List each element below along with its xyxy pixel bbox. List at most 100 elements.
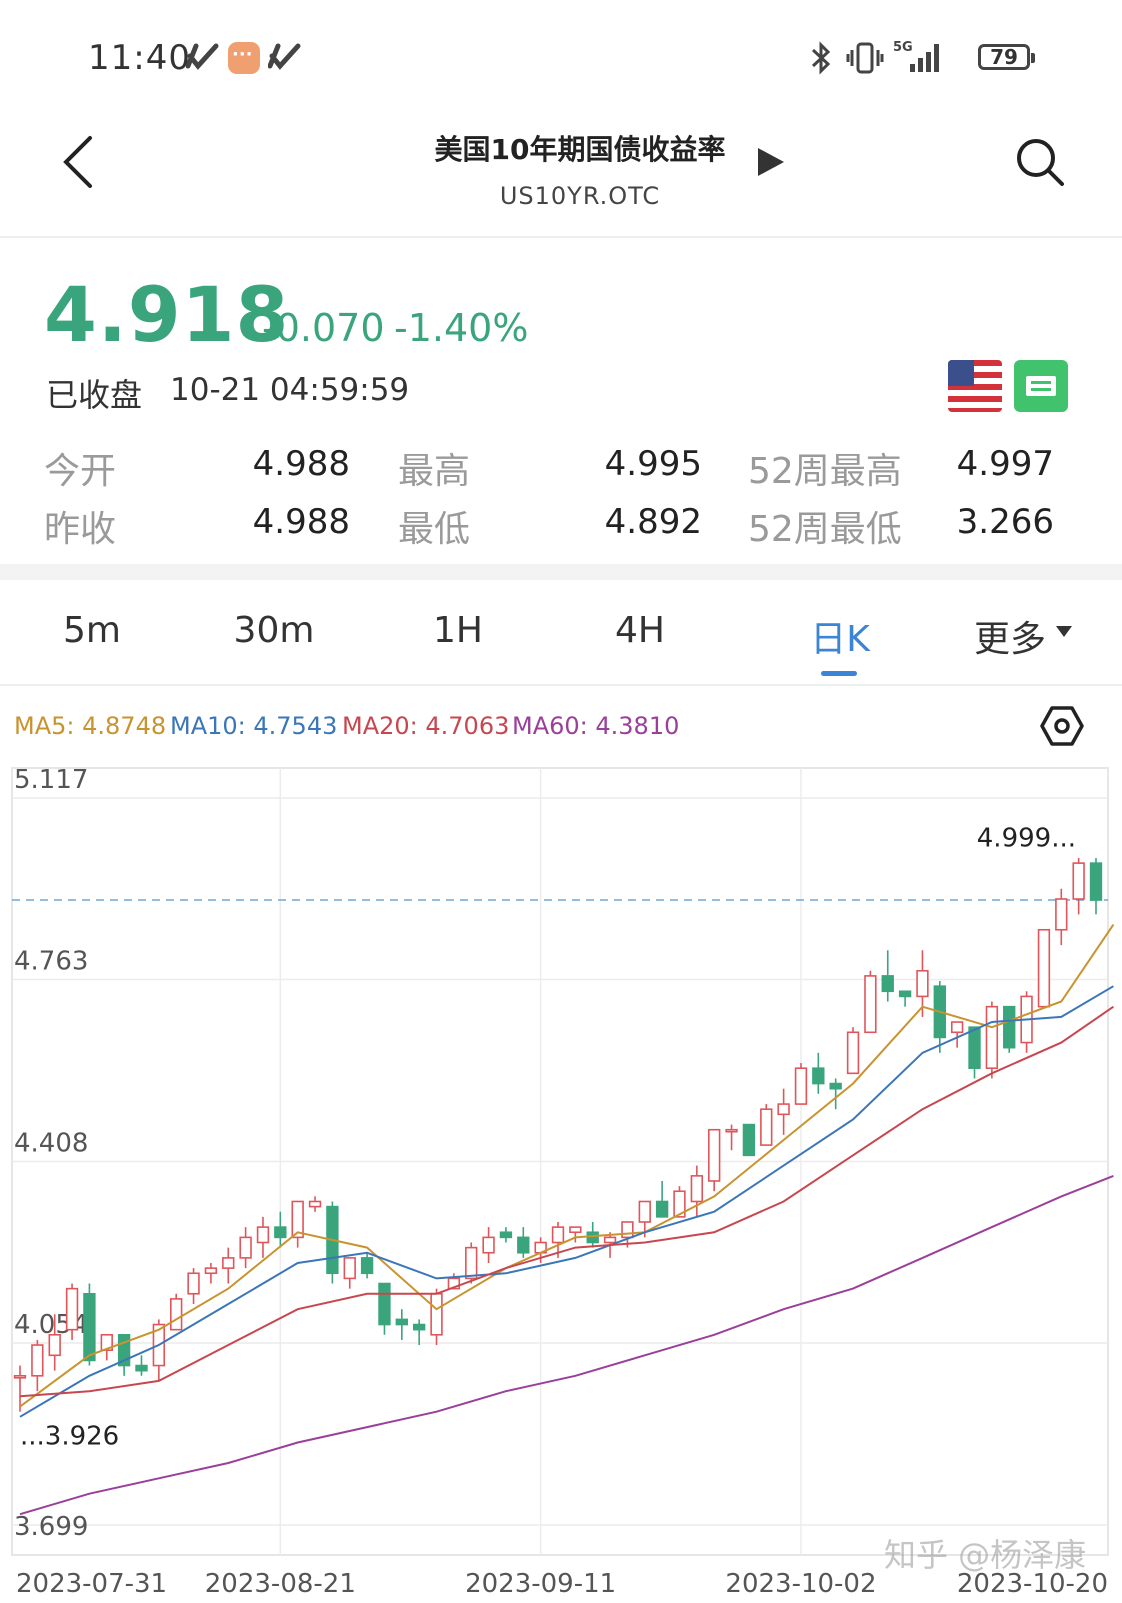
x-tick-label: 2023-10-02	[725, 1569, 876, 1599]
x-tick-label: 2023-10-20	[957, 1569, 1108, 1599]
stat-label-prev-close: 昨收	[44, 509, 117, 550]
hexagon-settings-icon[interactable]	[1040, 704, 1084, 748]
candle-body	[204, 1267, 218, 1275]
candle-body	[846, 1031, 860, 1075]
ma-line-ma5	[19, 924, 1115, 1408]
signal-icon	[910, 44, 939, 72]
candle-body	[447, 1277, 461, 1290]
tab-daily-k[interactable]: 日K	[810, 619, 870, 660]
candle-body	[881, 975, 894, 993]
candle-body	[343, 1257, 356, 1280]
candle-body	[48, 1333, 61, 1357]
y-tick-label: 4.408	[14, 1129, 88, 1159]
x-tick-label: 2023-08-21	[205, 1569, 356, 1599]
candle-body	[83, 1292, 96, 1362]
quote-timestamp: 10-21 04:59:59	[170, 372, 410, 408]
candle-body	[1003, 1005, 1016, 1049]
max-price-label: 4.999...	[977, 823, 1076, 853]
ma20-label: MA20:	[342, 712, 418, 740]
stat-value-high: 4.995	[604, 444, 702, 484]
symbol-code: US10YR.OTC	[499, 182, 661, 210]
ma5-value: 4.8748	[82, 712, 167, 740]
tab-30m[interactable]: 30m	[233, 610, 315, 651]
ticket-badge-icon[interactable]	[1014, 360, 1068, 412]
tabs-divider	[0, 684, 1122, 686]
candle-body	[482, 1236, 495, 1254]
message-icon	[228, 42, 260, 74]
candle-body	[360, 1257, 374, 1275]
candle-body	[1089, 862, 1103, 901]
stat-label-52w-high: 52周最高	[748, 451, 902, 492]
ma10-legend: MA10: 4.7543	[170, 712, 337, 740]
candle-body	[812, 1067, 825, 1085]
candle-body	[725, 1128, 738, 1133]
candle-body	[239, 1236, 252, 1259]
candle-body	[308, 1200, 322, 1208]
tab-4h[interactable]: 4H	[615, 610, 665, 651]
dropdown-triangle-icon[interactable]	[1054, 624, 1074, 640]
candle-body	[256, 1226, 270, 1244]
app-notification-icon	[186, 43, 219, 70]
candle-body	[291, 1200, 304, 1239]
candle-body	[135, 1364, 148, 1372]
vibrate-icon	[846, 42, 884, 74]
stat-label-low: 最低	[398, 509, 471, 550]
app-notification-icon-2	[268, 43, 301, 70]
tab-5m[interactable]: 5m	[63, 610, 121, 651]
candle-body	[395, 1318, 408, 1326]
header-divider	[0, 236, 1122, 238]
candle-body	[777, 1103, 790, 1116]
candle-body	[517, 1236, 530, 1254]
candle-body	[603, 1236, 617, 1244]
x-tick-label: 2023-07-31	[16, 1569, 167, 1599]
tab-1h[interactable]: 1H	[433, 610, 483, 651]
candle-body	[829, 1082, 842, 1090]
candle-body	[117, 1333, 131, 1367]
ma5-legend: MA5: 4.8748	[14, 712, 166, 740]
candle-body	[551, 1226, 565, 1244]
candle-body	[690, 1175, 704, 1203]
candle-body	[898, 990, 912, 998]
candle-body	[569, 1226, 582, 1234]
candle-body	[638, 1200, 651, 1223]
candle-body	[968, 1026, 981, 1069]
candle-body	[655, 1200, 669, 1218]
y-tick-label: 4.763	[14, 946, 88, 976]
ma20-value: 4.7063	[425, 712, 510, 740]
stat-value-low: 4.892	[604, 502, 702, 542]
x-tick-label: 2023-09-11	[465, 1569, 616, 1599]
ma5-label: MA5:	[14, 712, 75, 740]
us-flag-icon	[948, 360, 1002, 412]
ma20-legend: MA20: 4.7063	[342, 712, 509, 740]
play-icon[interactable]	[756, 146, 786, 178]
candle-body	[916, 969, 929, 998]
candle-body	[465, 1246, 478, 1280]
back-arrow-icon[interactable]	[60, 134, 96, 190]
market-status: 已收盘	[46, 376, 143, 414]
y-tick-label: 3.699	[14, 1512, 88, 1542]
candle-body	[170, 1298, 183, 1331]
candle-body	[864, 975, 877, 1034]
price-change: -0.070	[262, 306, 385, 350]
candle-body	[412, 1323, 426, 1331]
y-tick-label: 5.117	[14, 765, 88, 795]
candle-body	[742, 1123, 756, 1157]
candle-body	[794, 1067, 808, 1105]
last-price: 4.918	[44, 270, 290, 359]
candle-body	[13, 1375, 27, 1379]
price-change-pct: -1.40%	[394, 306, 529, 350]
stat-label-high: 最高	[398, 451, 471, 492]
battery-icon: 79	[978, 44, 1035, 70]
ma-line-ma20	[19, 1005, 1114, 1398]
search-icon[interactable]	[1014, 136, 1066, 188]
candle-body	[760, 1108, 773, 1146]
stat-value-52w-high: 4.997	[956, 444, 1054, 484]
candle-body	[985, 1005, 999, 1069]
tab-more[interactable]: 更多	[973, 619, 1046, 660]
candle-body	[378, 1282, 391, 1326]
candle-body	[1072, 862, 1085, 900]
candle-body	[31, 1344, 44, 1377]
section-separator	[0, 564, 1122, 580]
ma10-label: MA10:	[170, 712, 246, 740]
